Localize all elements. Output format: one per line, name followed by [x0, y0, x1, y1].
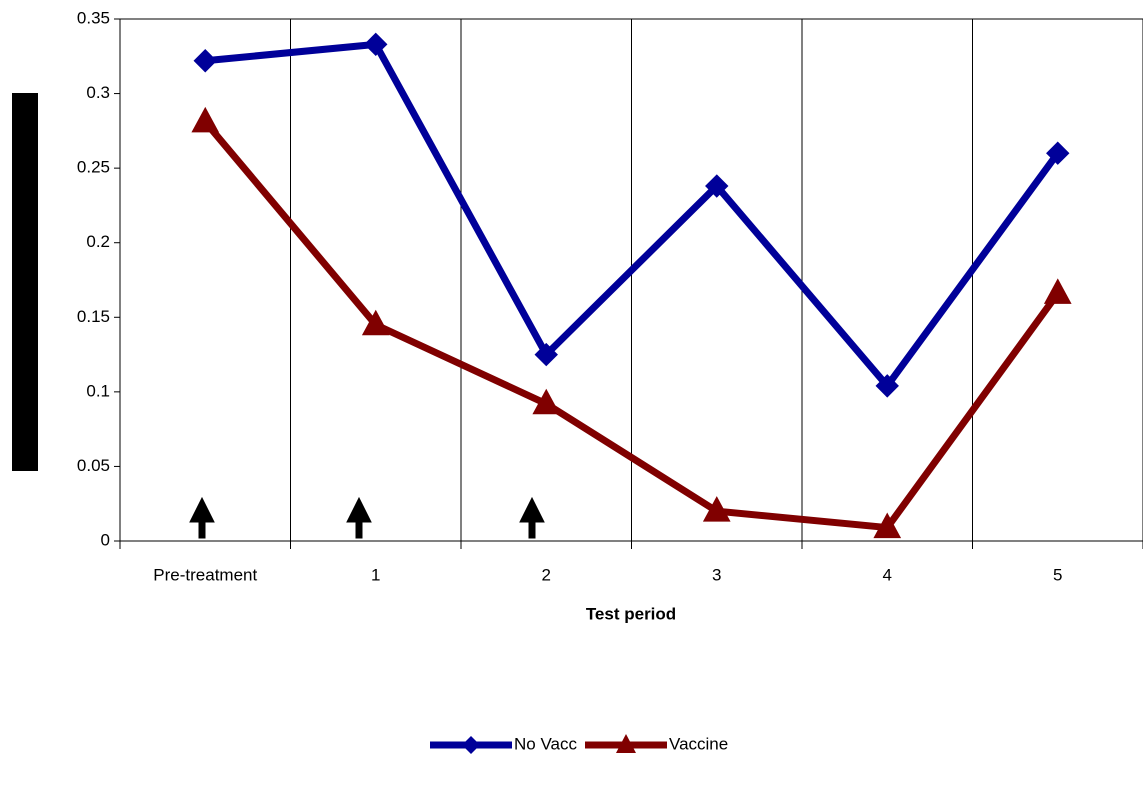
x-tick-label: 3 — [712, 565, 721, 584]
legend: No Vacc Vaccine — [430, 734, 728, 754]
y-tick-label: 0 — [101, 530, 110, 549]
arrow — [519, 496, 545, 539]
data-point — [1043, 278, 1072, 304]
y-tick-label: 0.25 — [77, 158, 110, 177]
series-line — [202, 119, 1061, 532]
y-tick-label: 0.1 — [86, 381, 110, 400]
y-tick-label: 0.35 — [77, 8, 110, 27]
x-tick-label: 4 — [883, 565, 892, 584]
arrows — [189, 496, 545, 539]
y-label-redaction — [12, 93, 38, 471]
data-point — [191, 106, 220, 133]
x-axis-label: Test period — [586, 604, 676, 623]
arrow — [189, 496, 215, 539]
data-point — [873, 512, 902, 539]
data-point — [364, 32, 388, 57]
data-point — [702, 496, 731, 522]
data-point — [1046, 141, 1070, 165]
data-point — [193, 49, 217, 73]
x-tick-label: Pre-treatment — [153, 565, 257, 584]
arrow — [346, 496, 372, 539]
x-tick-label: 2 — [542, 565, 551, 584]
y-tick-label: 0.05 — [77, 456, 110, 475]
legend-label: No Vacc — [514, 734, 577, 753]
x-tick-label: 1 — [371, 565, 380, 584]
series-line — [204, 40, 1061, 390]
legend-marker — [462, 736, 480, 754]
legend-marker — [616, 734, 636, 753]
data-point — [534, 342, 558, 367]
data-point — [361, 309, 390, 336]
y-tick-label: 0.2 — [86, 232, 110, 251]
legend-label: Vaccine — [669, 734, 728, 753]
data-point — [875, 374, 899, 398]
y-tick-label: 0.15 — [77, 307, 110, 326]
data-point — [705, 174, 729, 198]
x-tick-label: 5 — [1053, 565, 1062, 584]
y-tick-label: 0.3 — [86, 83, 110, 102]
data-point — [532, 388, 561, 415]
